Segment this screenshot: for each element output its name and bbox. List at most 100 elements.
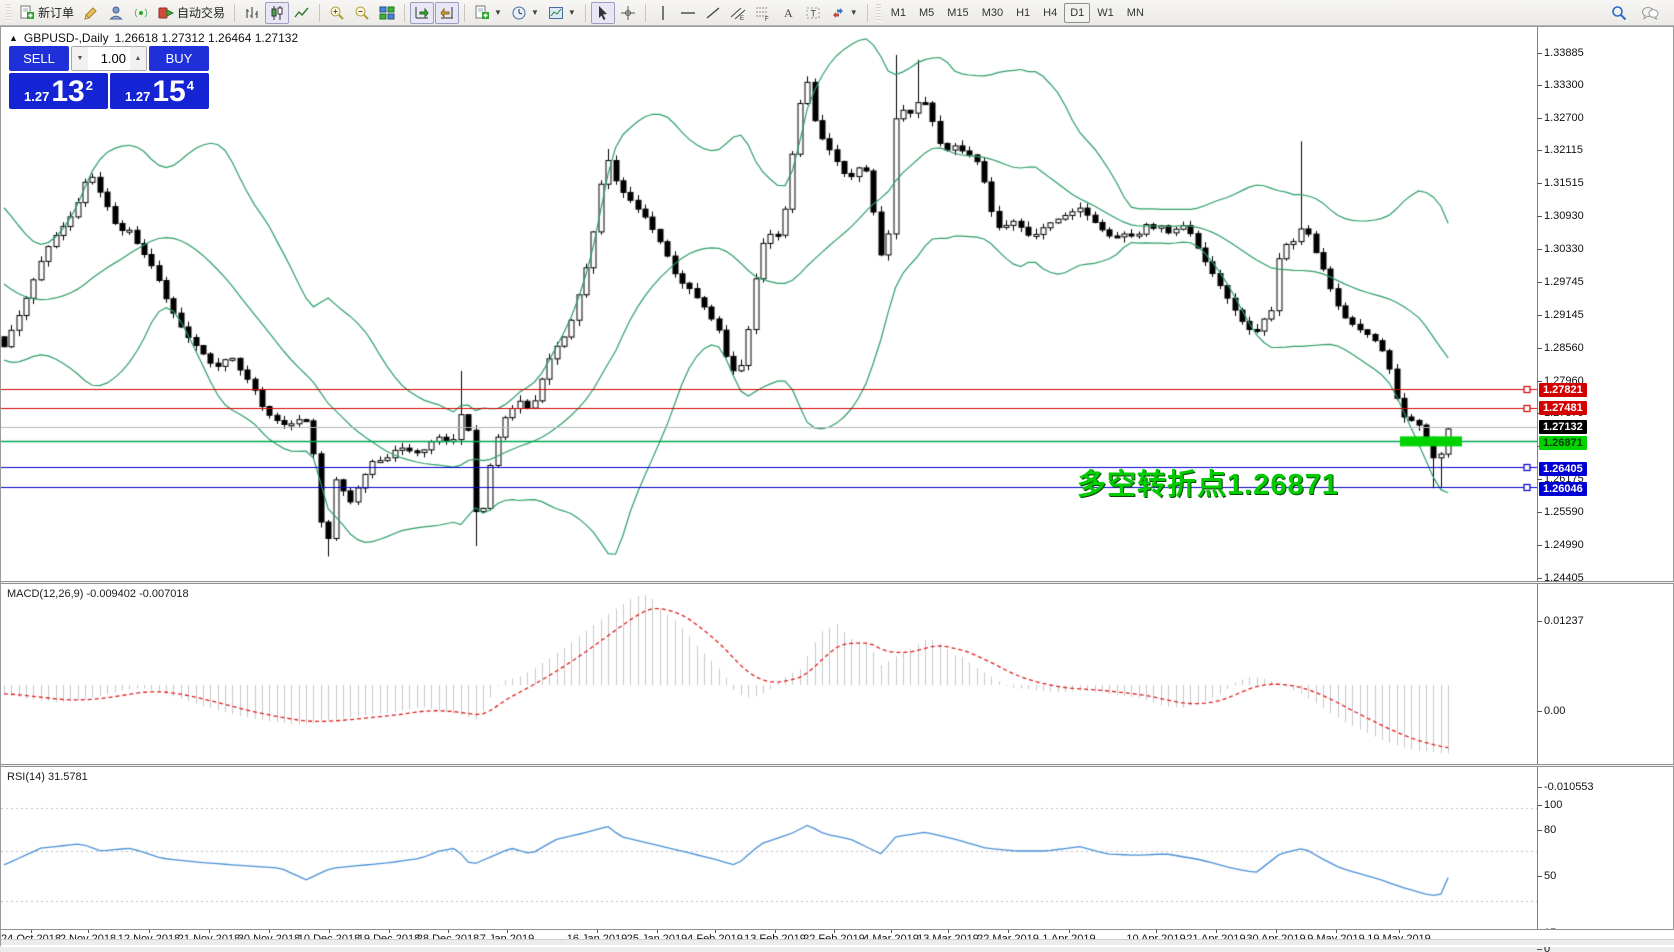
channel-tool-button[interactable]: E — [726, 2, 750, 24]
axis-tick — [1537, 578, 1542, 579]
toolbar-grip-2[interactable] — [875, 3, 881, 22]
macd-canvas[interactable] — [1, 584, 1537, 764]
auto-scroll-button[interactable] — [410, 1, 435, 24]
axis-tick — [1537, 183, 1542, 184]
tab-timeframe-h4[interactable]: H4 — [1043, 6, 1058, 19]
profile-button[interactable] — [104, 2, 128, 24]
new-chart-button[interactable]: ▼ — [470, 2, 506, 24]
line-chart-mode-button[interactable] — [290, 2, 314, 24]
chevron-down-icon[interactable]: ▼ — [849, 8, 858, 17]
buy-price-display[interactable]: 1.27 15 4 — [110, 73, 209, 109]
axis-tick — [1537, 150, 1542, 151]
toolbar-grip[interactable] — [6, 3, 11, 22]
horizontal-line-tool-button[interactable] — [676, 2, 700, 24]
sell-price-point: 2 — [85, 78, 93, 93]
timeframe-toolbar: M1 M5 M15 M30 H1 H4 D1 W1 MN — [885, 2, 1150, 23]
axis-label: 1.24990 — [1544, 539, 1584, 551]
fibonacci-tool-button[interactable]: F — [751, 2, 775, 24]
tile-icon — [379, 5, 395, 21]
axis-label: 1.30930 — [1544, 210, 1584, 222]
text-tool-button[interactable]: A — [776, 2, 800, 24]
candlestick-mode-button[interactable] — [265, 1, 290, 24]
axis-tick — [1537, 512, 1542, 513]
time-axis-tick — [1008, 930, 1009, 933]
main-chart-canvas[interactable] — [1, 27, 1537, 581]
rsi-pane: 1008050150 RSI(14) 31.5781 — [1, 767, 1674, 952]
tab-timeframe-mn[interactable]: MN — [1126, 6, 1144, 19]
tab-timeframe-m5[interactable]: M5 — [919, 6, 935, 19]
macd-pane: 0.01237 0.00 -0.010553 MACD(12,26,9) -0.00… — [1, 584, 1674, 793]
community-chat-button[interactable] — [1637, 2, 1663, 24]
chart-shift-button[interactable] — [435, 1, 460, 24]
new-order-button[interactable]: 新订单 — [15, 2, 78, 24]
templates-button[interactable]: ▼ — [544, 2, 580, 24]
tab-timeframe-m15[interactable]: M15 — [947, 6, 969, 19]
tile-windows-button[interactable] — [375, 2, 399, 24]
sell-price-major: 1.27 — [24, 89, 50, 104]
chevron-down-icon[interactable]: ▼ — [530, 8, 539, 17]
volume-decrease-button[interactable]: ▼ — [72, 47, 88, 70]
axis-price-badge: 1.26405 — [1539, 462, 1587, 476]
buy-price-major: 1.27 — [125, 89, 151, 104]
styler-button[interactable] — [79, 2, 103, 24]
axis-tick — [1537, 545, 1542, 546]
trendline-tool-button[interactable] — [701, 2, 725, 24]
axis-tick — [1537, 216, 1542, 217]
rsi-canvas[interactable] — [1, 767, 1537, 929]
chevron-down-icon[interactable]: ▼ — [494, 8, 502, 17]
pane-divider-macd[interactable] — [1, 581, 1674, 584]
vertical-line-tool-button[interactable] — [651, 2, 675, 24]
period-selector-button[interactable]: ▼ — [507, 2, 543, 24]
news-feed-button[interactable] — [129, 2, 153, 24]
volume-input[interactable] — [88, 47, 130, 70]
tab-timeframe-m1[interactable]: M1 — [890, 6, 906, 19]
axis-label: 1.31515 — [1544, 177, 1584, 189]
axis-label: 100 — [1544, 799, 1563, 811]
auto-trading-button[interactable]: 自动交易 — [154, 2, 229, 24]
cursor-icon — [595, 5, 611, 21]
zoom-in-icon — [329, 5, 345, 21]
sell-button[interactable]: SELL — [9, 46, 69, 71]
time-axis-tick — [448, 930, 449, 933]
time-axis-tick — [389, 930, 390, 933]
text-label-tool-button[interactable]: T — [801, 2, 825, 24]
collapse-panel-icon[interactable]: ▲ — [9, 33, 18, 43]
tab-timeframe-m30[interactable]: M30 — [981, 6, 1004, 19]
user-icon — [108, 5, 124, 21]
sell-price-display[interactable]: 1.27 13 2 — [9, 73, 108, 109]
ohlc-values: 1.26618 1.27312 1.26464 1.27132 — [114, 31, 299, 45]
pivot-annotation-text[interactable]: 多空转折点1.26871 — [1077, 469, 1339, 501]
search-icon — [1611, 5, 1627, 21]
axis-tick — [1537, 118, 1542, 119]
symbol-period-label: GBPUSD-,Daily — [23, 31, 109, 45]
time-axis-tick — [597, 930, 598, 933]
axis-label: 1.33300 — [1544, 79, 1584, 91]
candles-icon — [269, 5, 285, 21]
tab-timeframe-d1[interactable]: D1 — [1064, 2, 1091, 23]
axis-label: 0.00 — [1544, 705, 1566, 717]
axis-price-badge: 1.27821 — [1539, 383, 1587, 397]
zoom-in-button[interactable] — [325, 2, 349, 24]
arrows-tool-button[interactable]: ▼ — [826, 2, 862, 24]
toolbar-separator — [404, 3, 406, 22]
time-axis-tick — [1156, 930, 1157, 933]
auto-trading-label: 自动交易 — [177, 6, 226, 20]
tab-timeframe-h1[interactable]: H1 — [1016, 6, 1031, 19]
chevron-down-icon[interactable]: ▼ — [567, 8, 576, 17]
time-axis-tick — [948, 930, 949, 933]
cursor-tool-button[interactable] — [590, 1, 615, 24]
search-button[interactable] — [1607, 2, 1631, 24]
time-axis-tick — [775, 930, 776, 933]
buy-button[interactable]: BUY — [149, 46, 209, 71]
crosshair-tool-button[interactable] — [616, 2, 640, 24]
zoom-out-button[interactable] — [350, 2, 374, 24]
hline-icon — [680, 5, 696, 21]
text-a-icon: A — [780, 5, 796, 21]
toolbar-separator — [584, 3, 586, 22]
svg-text:E: E — [740, 16, 744, 21]
pane-divider-rsi[interactable] — [1, 764, 1674, 767]
tab-timeframe-w1[interactable]: W1 — [1097, 6, 1114, 19]
time-axis-tick — [657, 930, 658, 933]
bar-chart-mode-button[interactable] — [240, 2, 264, 24]
volume-increase-button[interactable]: ▲ — [130, 47, 146, 70]
